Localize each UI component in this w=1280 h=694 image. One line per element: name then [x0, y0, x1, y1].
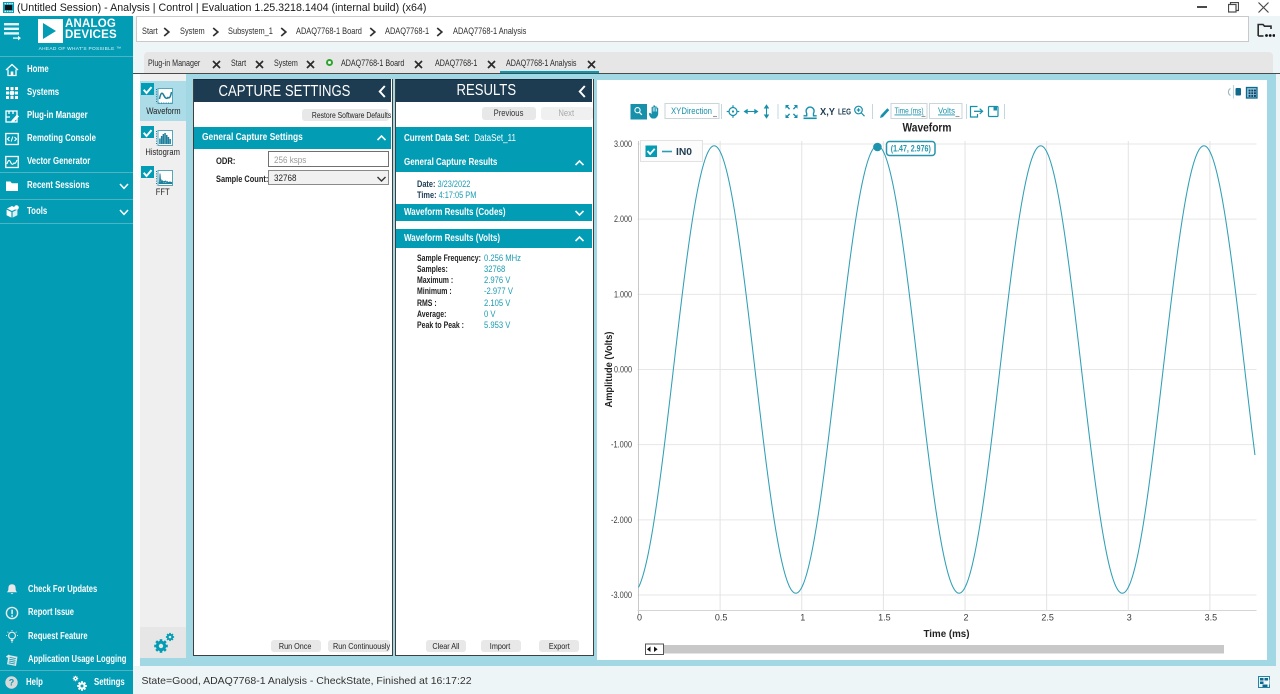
svg-text:Time (ms): Time (ms) — [895, 106, 924, 116]
svg-text:3.5: 3.5 — [1205, 613, 1218, 623]
svg-text:LEG: LEG — [838, 108, 851, 117]
svg-text:-3.000: -3.000 — [611, 590, 632, 600]
svg-text:-1.000: -1.000 — [611, 440, 632, 450]
svg-text:0.000: 0.000 — [614, 365, 632, 375]
svg-text:?: ? — [9, 678, 15, 688]
svg-text:2: 2 — [964, 613, 969, 623]
svg-text:2.5: 2.5 — [1041, 613, 1054, 623]
svg-text:XYDirection: XYDirection — [671, 106, 712, 116]
svg-text:IN0: IN0 — [676, 147, 692, 158]
svg-text:Time (ms): Time (ms) — [924, 628, 970, 640]
svg-text:1.5: 1.5 — [878, 613, 891, 623]
svg-text:Volts: Volts — [938, 106, 955, 116]
svg-text:2.000: 2.000 — [614, 214, 632, 224]
svg-text:0.5: 0.5 — [715, 613, 728, 623]
svg-text:Amplitude (Volts): Amplitude (Volts) — [603, 332, 615, 408]
svg-text:X,Y: X,Y — [820, 107, 835, 118]
svg-text:1.000: 1.000 — [614, 289, 632, 299]
svg-text:1: 1 — [800, 613, 805, 623]
svg-text:0: 0 — [637, 613, 642, 623]
svg-text:3: 3 — [1127, 613, 1132, 623]
svg-text:Waveform: Waveform — [903, 121, 952, 135]
svg-text:(1.47, 2.976): (1.47, 2.976) — [891, 144, 931, 154]
svg-text:-2.000: -2.000 — [611, 515, 632, 525]
svg-text:3.000: 3.000 — [614, 139, 632, 149]
